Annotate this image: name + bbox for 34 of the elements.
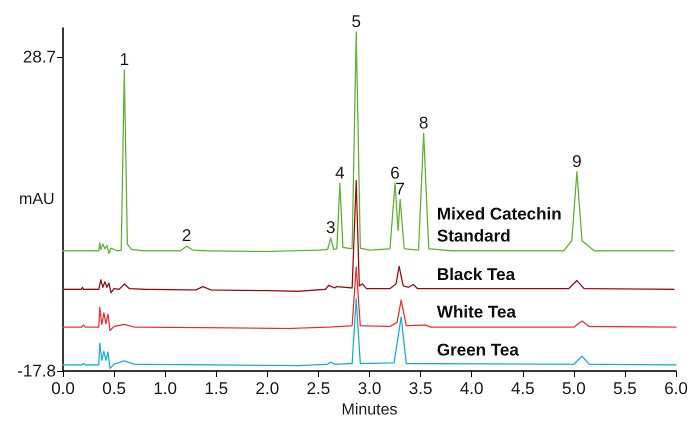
annotation: 3: [326, 218, 336, 237]
annotation: 2: [182, 226, 192, 246]
annotation: 4: [335, 163, 345, 182]
y-axis-title: mAU: [19, 191, 55, 208]
line-series: [62, 298, 677, 369]
x-axis-title: Minutes: [341, 401, 398, 418]
line-series: [62, 31, 675, 254]
x-tick-label: 0.5: [102, 379, 126, 398]
x-tick-label: 4.0: [460, 379, 484, 398]
x-tick-label: 3.5: [408, 379, 432, 398]
x-tick-label: 0.0: [51, 379, 75, 398]
x-tick-label: 6.0: [664, 379, 688, 398]
annotation: 7: [395, 180, 405, 198]
annotation: 5: [351, 12, 361, 32]
series-label: Black Tea: [436, 264, 516, 284]
x-tick-label: 2.5: [306, 379, 330, 398]
series-label: White Tea: [436, 302, 516, 322]
annotation: 6: [390, 163, 400, 182]
x-tick-label: 5.0: [562, 379, 586, 398]
series-label: Mixed Catechin Standard: [436, 204, 566, 246]
x-tick-label: 3.0: [358, 379, 382, 398]
x-tick-label: 2.0: [256, 379, 280, 398]
series-label: Green Tea: [436, 340, 520, 360]
line-series: [62, 180, 675, 294]
x-tick-label: 1.0: [153, 379, 177, 398]
y-tick-label: -17.8: [17, 362, 56, 380]
x-tick-label: 4.5: [510, 379, 535, 398]
annotation: 1: [120, 50, 130, 69]
x-tick-label: 1.5: [204, 379, 228, 398]
annotation: 9: [572, 152, 582, 171]
x-tick-label: 5.5: [613, 379, 637, 398]
annotation: 8: [418, 113, 428, 132]
line-series: [62, 266, 677, 332]
y-tick-label: 28.7: [22, 48, 56, 67]
